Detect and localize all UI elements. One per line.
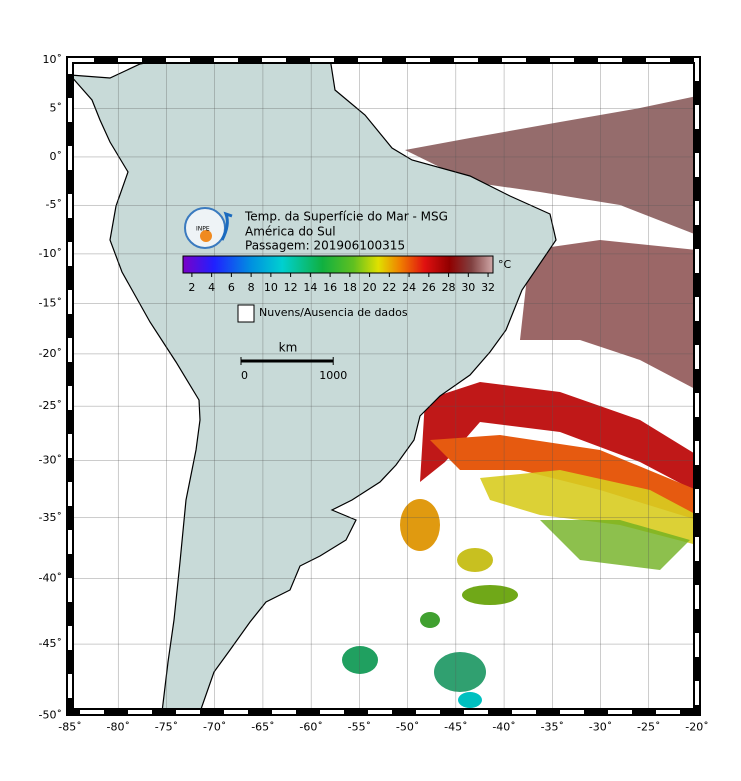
x-tick-label: -20˚ [685, 721, 708, 734]
scale-bar-label: 0 [241, 369, 248, 382]
x-tick-label: -50˚ [396, 721, 419, 734]
colorbar-tick-label: 24 [402, 281, 416, 294]
graticule [70, 60, 697, 712]
x-tick-label: -85˚ [58, 721, 81, 734]
y-tick-label: -20˚ [39, 347, 62, 360]
x-tick-label: -25˚ [637, 721, 660, 734]
y-tick-label: -10˚ [39, 247, 62, 260]
colorbar-tick-label: 8 [248, 281, 255, 294]
x-tick-label: -70˚ [203, 721, 226, 734]
colorbar-tick-label: 32 [481, 281, 495, 294]
colorbar-tick-label: 18 [343, 281, 357, 294]
y-tick-label: -35˚ [39, 511, 62, 524]
y-tick-label: -50˚ [39, 709, 62, 722]
y-tick-label: -15˚ [39, 296, 62, 309]
y-tick-label: 0˚ [50, 150, 63, 163]
colorbar-unit: °C [498, 258, 512, 271]
frame-alternating [68, 58, 699, 714]
y-tick-label: -40˚ [39, 572, 62, 585]
colorbar-tick-label: 6 [228, 281, 235, 294]
y-tick-label: -25˚ [39, 399, 62, 412]
legend-panel: INPE Temp. da Superfície do Mar - MSG Am… [182, 207, 512, 355]
colorbar-tick-label: 10 [264, 281, 278, 294]
logo-dot [200, 230, 212, 242]
logo-arrow [220, 211, 233, 241]
x-tick-label: -60˚ [299, 721, 322, 734]
x-tick-label: -40˚ [492, 721, 515, 734]
sst-patches [342, 96, 697, 708]
x-tick-label: -45˚ [444, 721, 467, 734]
x-tick-label: -55˚ [348, 721, 371, 734]
colorbar-tick-label: 26 [422, 281, 436, 294]
y-tick-label: 10˚ [43, 53, 63, 66]
colorbar-tick-label: 4 [208, 281, 215, 294]
pass-time: Passagem: 201906100315 [245, 239, 405, 253]
x-tick-label: -75˚ [155, 721, 178, 734]
x-tick-label: -30˚ [589, 721, 612, 734]
logo [184, 207, 226, 249]
map-layers [70, 60, 697, 712]
colorbar-tick-label: 2 [188, 281, 195, 294]
x-tick-label: -80˚ [106, 721, 129, 734]
y-tick-label: 5˚ [50, 102, 63, 115]
scale-unit: km [279, 341, 298, 355]
colorbar-tick-label: 30 [461, 281, 475, 294]
scale-bar-label: 1000 [319, 369, 347, 382]
colorbar-tick-label: 12 [284, 281, 298, 294]
y-tick-label: -45˚ [39, 637, 62, 650]
logo-text: INPE [196, 226, 210, 233]
colorbar [182, 255, 494, 274]
title: Temp. da Superfície do Mar - MSG [244, 210, 448, 224]
y-tick-label: -30˚ [39, 454, 62, 467]
legend-label: Nuvens/Ausencia de dados [259, 306, 408, 319]
colorbar-tick-label: 16 [323, 281, 337, 294]
colorbar-tick-label: 22 [382, 281, 396, 294]
colorbar-tick-label: 14 [303, 281, 317, 294]
x-tick-label: -35˚ [541, 721, 564, 734]
legend-swatch [237, 304, 255, 323]
region: América do Sul [245, 225, 336, 239]
colorbar-tick-label: 20 [363, 281, 377, 294]
x-tick-label: -65˚ [251, 721, 274, 734]
y-tick-label: -5˚ [46, 198, 62, 211]
colorbar-tick-label: 28 [442, 281, 456, 294]
